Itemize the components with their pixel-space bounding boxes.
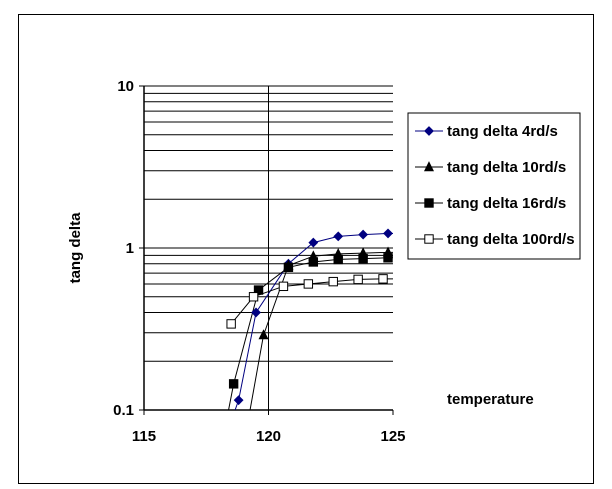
data-point-series-1: [233, 395, 244, 406]
legend-label-1: tang delta 4rd/s: [447, 123, 558, 140]
data-point-series-2: [258, 329, 269, 340]
y-tick-label: 0.1: [113, 402, 134, 419]
data-point-series-1: [358, 229, 369, 240]
grid: [144, 85, 393, 411]
y-tick-label: 1: [126, 240, 134, 257]
data-point-series-4: [353, 274, 363, 285]
y-axis-title: tang delta: [67, 212, 84, 283]
data-point-series-3: [283, 262, 294, 273]
x-tick-label: 125: [380, 428, 405, 445]
data-point-series-4: [278, 281, 289, 292]
legend-marker-3: [424, 198, 434, 208]
data-point-series-3: [333, 254, 343, 265]
data-point-series-4: [248, 292, 259, 302]
data-point-series-1: [383, 228, 393, 239]
data-point-series-4: [226, 319, 236, 329]
data-point-series-3: [358, 253, 368, 264]
series-line-2: [249, 251, 393, 410]
legend-box: [407, 112, 581, 260]
legend-label-3: tang delta 16rd/s: [447, 195, 566, 212]
legend-marker-4: [424, 234, 434, 244]
marker-layer: [226, 228, 394, 406]
x-tick-label: 120: [256, 428, 281, 445]
legend: tang delta 4rd/s tang delta 10rd/s tang de…: [407, 112, 581, 260]
legend-label-2: tang delta 10rd/s: [447, 159, 566, 176]
data-point-series-1: [251, 307, 261, 318]
data-point-series-4: [328, 276, 338, 287]
data-point-series-1: [333, 231, 344, 242]
axes: [139, 85, 394, 415]
legend-marker-1: [424, 126, 434, 136]
y-tick-label: 10: [117, 78, 134, 95]
data-point-series-1: [308, 237, 319, 248]
x-axis-title: temperature: [447, 391, 534, 408]
data-point-series-3: [383, 253, 393, 263]
data-point-series-4: [303, 279, 314, 289]
data-point-series-3: [253, 285, 264, 295]
x-tick-label: 115: [132, 428, 156, 445]
legend-marker-2: [423, 161, 435, 172]
data-point-series-4: [378, 274, 388, 284]
legend-label-4: tang delta 100rd/s: [447, 231, 575, 248]
data-point-series-3: [308, 257, 319, 267]
data-point-series-3: [228, 379, 239, 389]
